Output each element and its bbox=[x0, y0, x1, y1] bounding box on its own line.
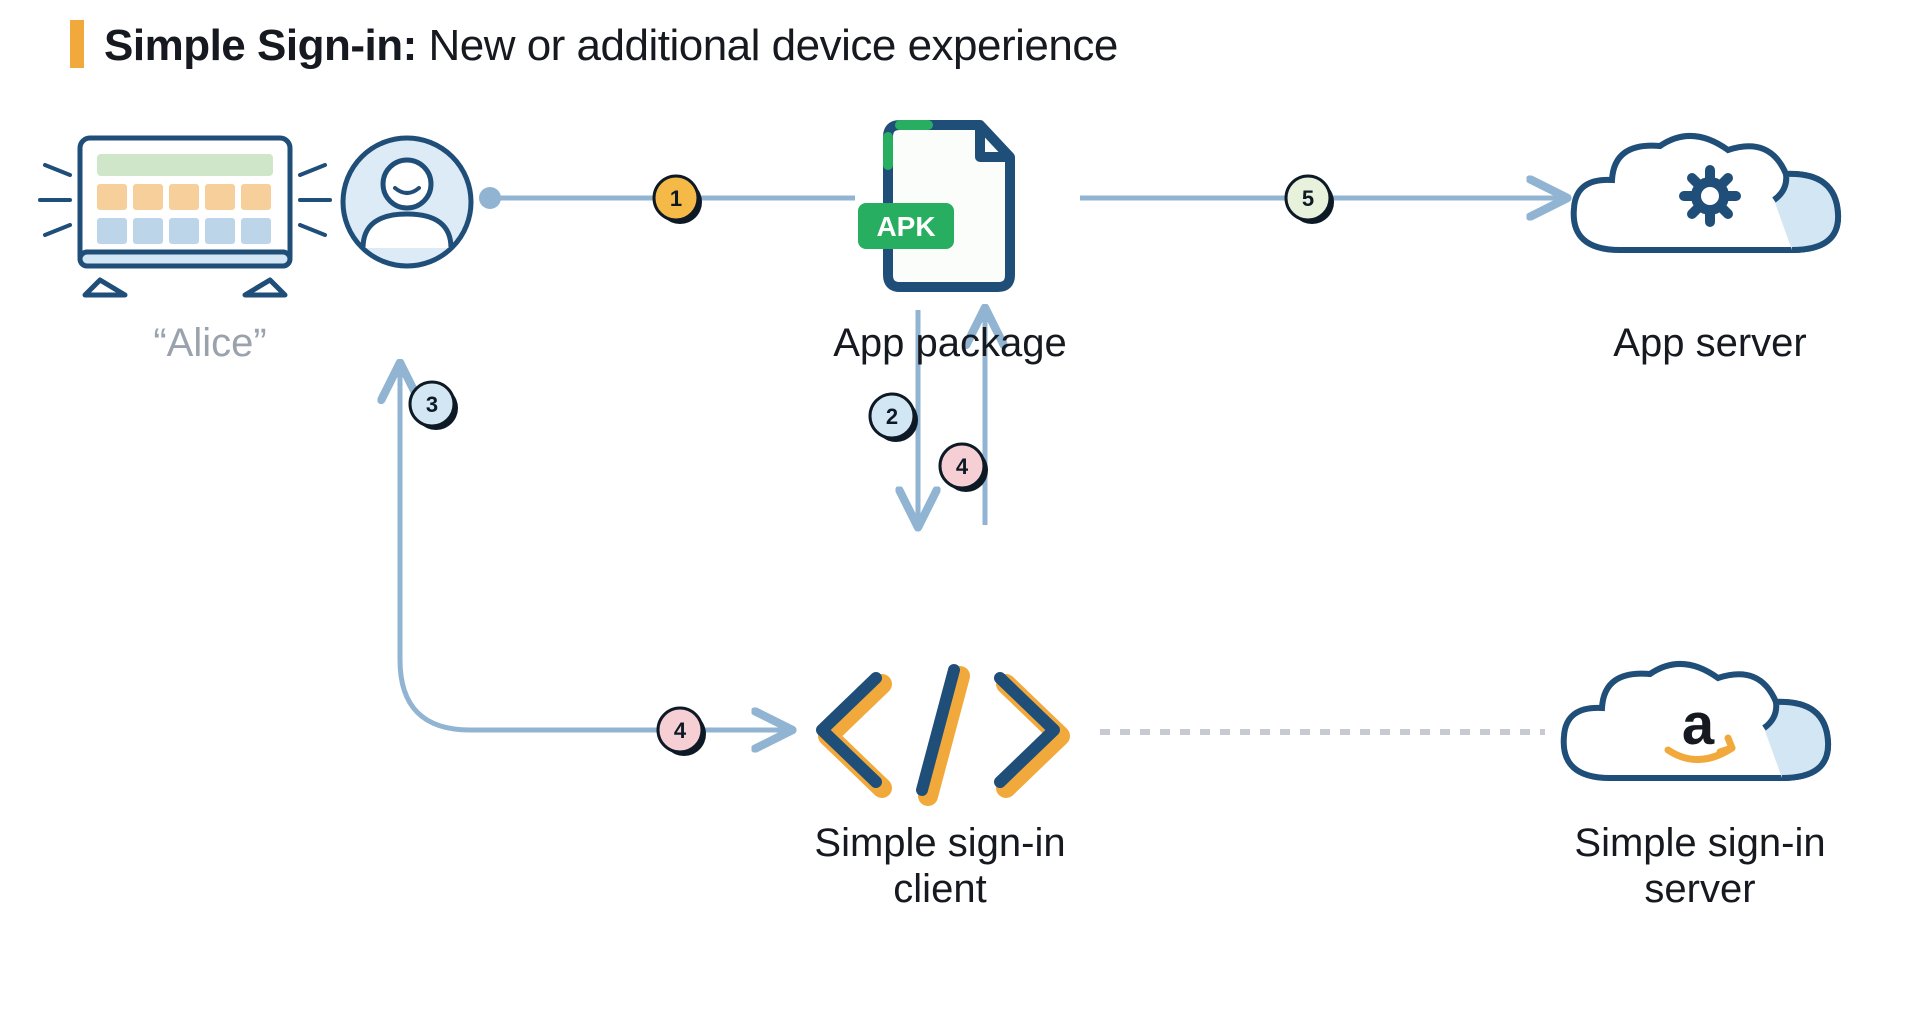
label-ssi-server: Simple sign-in server bbox=[1520, 820, 1880, 912]
badge-5: 5 bbox=[1286, 176, 1334, 224]
svg-text:APK: APK bbox=[876, 211, 935, 242]
title-accent-bar bbox=[70, 20, 84, 68]
svg-text:a: a bbox=[1682, 692, 1715, 757]
label-app-server: App server bbox=[1560, 320, 1860, 366]
svg-text:2: 2 bbox=[886, 404, 898, 429]
label-user: “Alice” bbox=[110, 320, 310, 366]
edge-3-curve bbox=[400, 370, 770, 730]
node-ssi-client bbox=[822, 670, 1060, 796]
badge-4-up: 4 bbox=[940, 444, 988, 492]
svg-text:3: 3 bbox=[426, 392, 438, 417]
svg-text:5: 5 bbox=[1302, 186, 1314, 211]
node-user bbox=[40, 138, 471, 295]
title-bold: Simple Sign-in: bbox=[104, 21, 417, 70]
label-app-package: App package bbox=[800, 320, 1100, 366]
badge-4-right: 4 bbox=[658, 708, 706, 756]
diagram-canvas: Simple Sign-in: New or additional device… bbox=[0, 0, 1920, 1028]
svg-text:4: 4 bbox=[956, 454, 969, 479]
diagram-title: Simple Sign-in: New or additional device… bbox=[70, 20, 1118, 71]
svg-text:1: 1 bbox=[670, 186, 682, 211]
badge-2: 2 bbox=[870, 394, 918, 442]
node-app-server bbox=[1574, 136, 1838, 250]
node-ssi-server: a bbox=[1564, 664, 1828, 778]
node-app-package: APK bbox=[858, 125, 1010, 287]
title-rest: New or additional device experience bbox=[417, 21, 1118, 70]
svg-text:4: 4 bbox=[674, 718, 687, 743]
badge-1: 1 bbox=[654, 176, 702, 224]
label-ssi-client: Simple sign-in client bbox=[760, 820, 1120, 912]
badge-3: 3 bbox=[410, 382, 458, 430]
